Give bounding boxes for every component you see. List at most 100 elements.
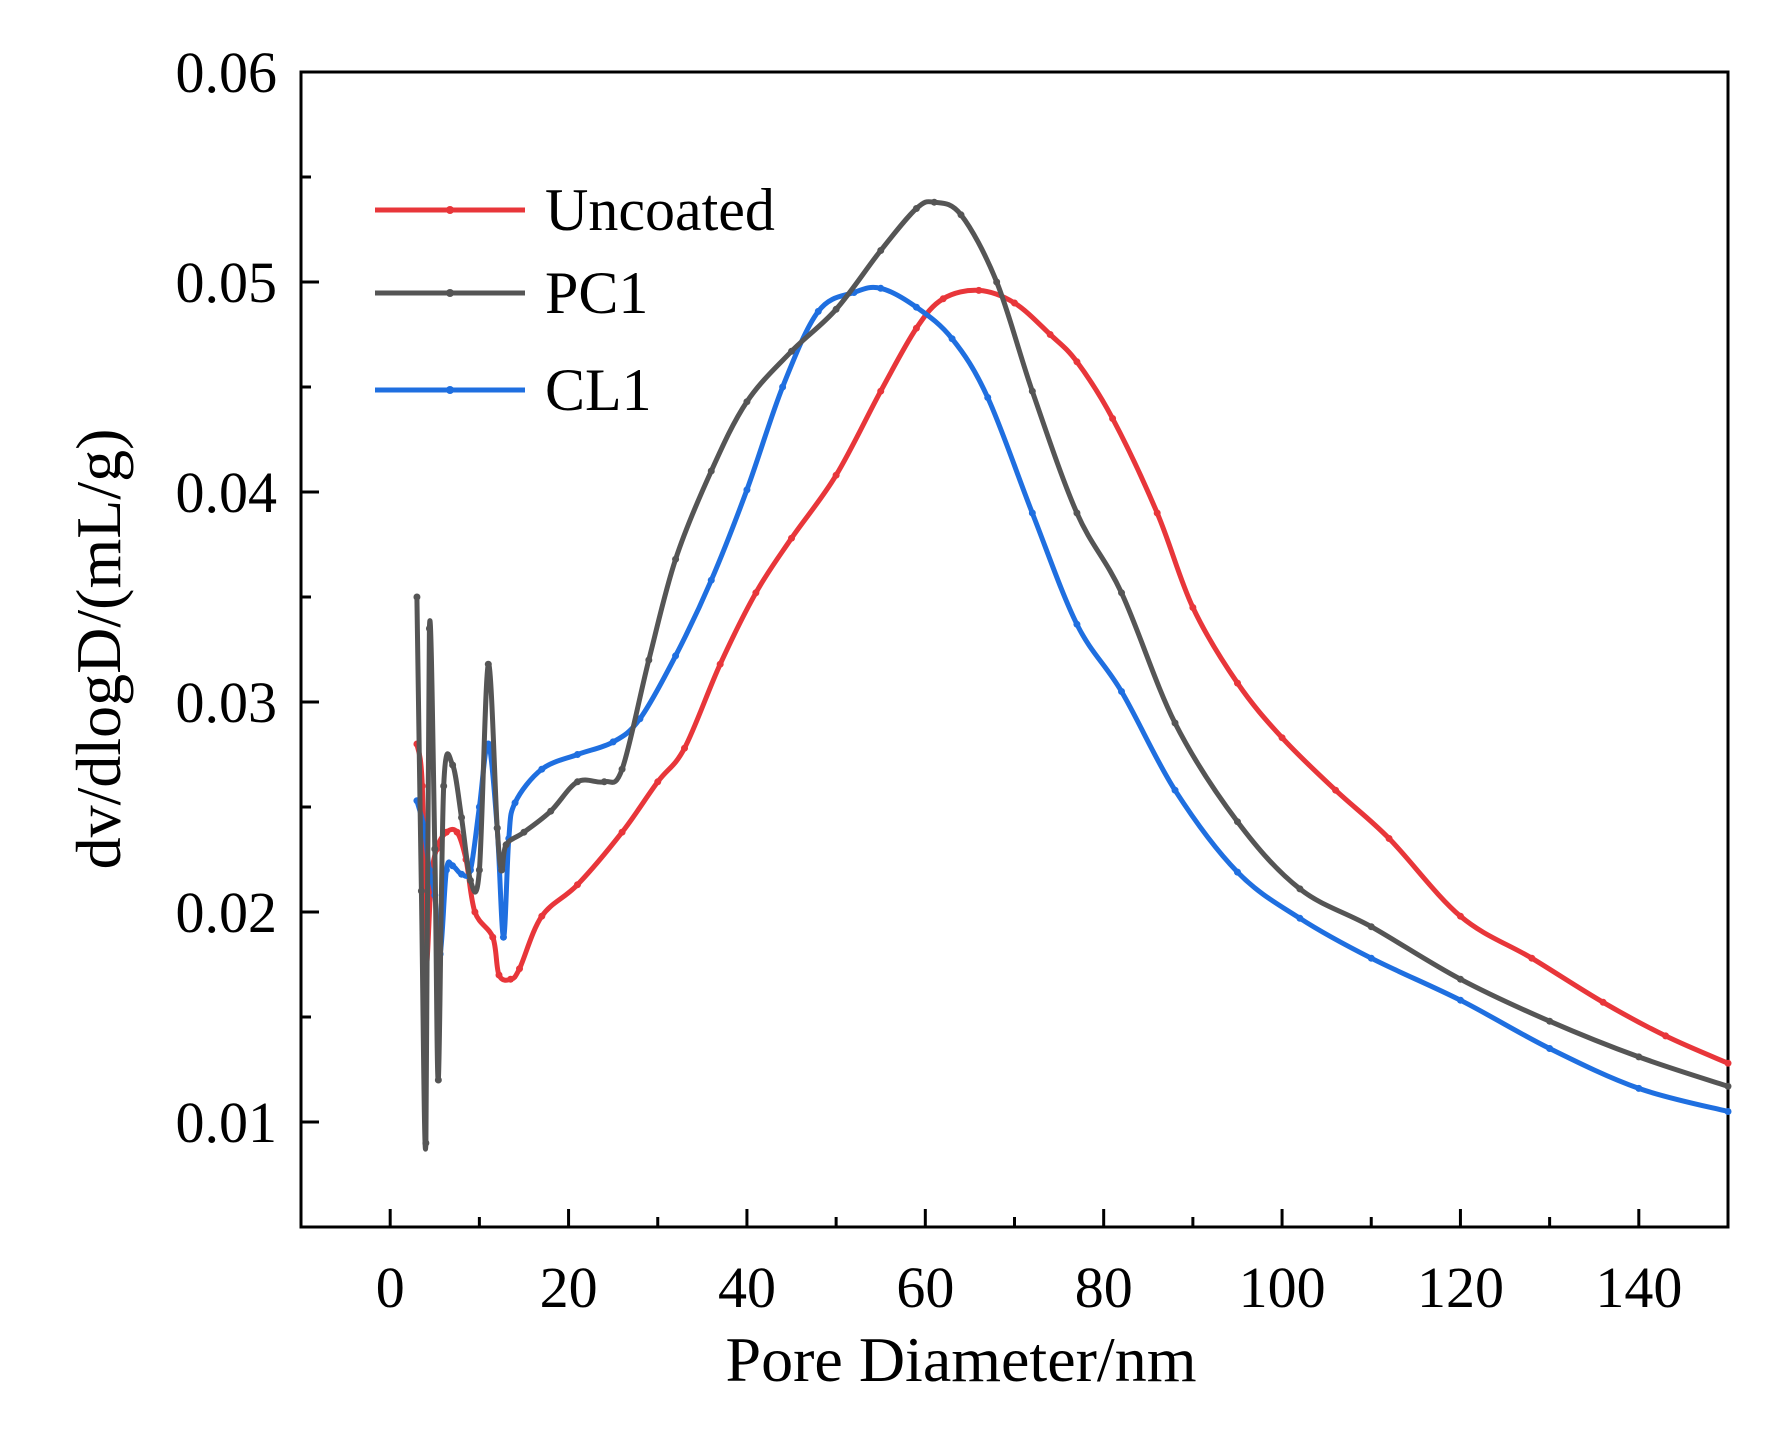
- x-tick-label: 100: [1239, 1255, 1326, 1320]
- data-point-cl1: [1233, 868, 1241, 876]
- data-point-pc1: [788, 347, 796, 355]
- data-point-pc1: [502, 841, 510, 849]
- y-axis-title: dv/dlogD/(mL/g): [63, 429, 134, 870]
- data-point-uncoated: [832, 471, 840, 479]
- data-point-uncoated: [716, 660, 724, 668]
- data-point-cl1: [707, 576, 715, 584]
- legend-item-uncoated: Uncoated: [375, 177, 775, 243]
- legend-item-pc1: PC1: [375, 260, 648, 326]
- data-point-pc1: [425, 625, 433, 632]
- data-point-pc1: [413, 593, 421, 601]
- x-tick-label: 80: [1075, 1255, 1133, 1320]
- data-point-cl1: [948, 335, 956, 343]
- data-point-uncoated: [1278, 734, 1286, 742]
- data-point-pc1: [440, 782, 448, 790]
- data-point-cl1: [1724, 1108, 1732, 1115]
- data-point-uncoated: [681, 744, 689, 752]
- data-point-cl1: [912, 303, 920, 311]
- data-point-cl1: [1456, 996, 1464, 1004]
- series-line-pc1: [414, 199, 1731, 1152]
- data-point-pc1: [1171, 719, 1179, 727]
- data-point-pc1: [422, 1139, 430, 1147]
- data-point-uncoated: [1046, 331, 1054, 338]
- data-point-pc1: [672, 555, 680, 563]
- legend-marker-cl1: [446, 386, 454, 394]
- data-point-cl1: [672, 652, 680, 660]
- data-point-pc1: [498, 866, 506, 874]
- data-point-uncoated: [1189, 604, 1197, 611]
- data-point-cl1: [984, 394, 992, 401]
- data-point-uncoated: [752, 589, 760, 597]
- data-point-cl1: [1073, 620, 1081, 628]
- data-point-pc1: [1635, 1053, 1643, 1061]
- data-point-uncoated: [453, 828, 461, 836]
- legend-marker-pc1: [446, 289, 454, 297]
- data-point-pc1: [1233, 818, 1241, 826]
- data-point-uncoated: [538, 912, 546, 920]
- data-point-cl1: [458, 870, 466, 878]
- data-point-uncoated: [1662, 1032, 1670, 1040]
- data-point-uncoated: [1153, 509, 1161, 517]
- data-point-pc1: [993, 278, 1001, 286]
- data-point-pc1: [877, 247, 885, 254]
- data-point-uncoated: [516, 965, 524, 973]
- data-point-cl1: [877, 284, 885, 292]
- x-tick-label: 140: [1595, 1255, 1682, 1320]
- data-point-pc1: [743, 398, 751, 406]
- data-point-pc1: [475, 866, 483, 874]
- y-tick-label: 0.02: [176, 880, 278, 945]
- data-point-cl1: [609, 738, 617, 746]
- data-point-uncoated: [489, 933, 497, 941]
- data-point-cl1: [779, 383, 787, 391]
- x-axis-title: Pore Diameter/nm: [726, 1324, 1197, 1395]
- legend-label-pc1: PC1: [545, 260, 648, 326]
- data-point-uncoated: [1456, 912, 1464, 920]
- data-point-pc1: [707, 467, 715, 475]
- data-point-uncoated: [912, 324, 920, 332]
- data-point-uncoated: [507, 975, 515, 983]
- data-point-cl1: [538, 765, 546, 773]
- x-tick-label: 60: [896, 1255, 954, 1320]
- data-point-pc1: [1724, 1082, 1732, 1090]
- data-point-pc1: [832, 305, 840, 313]
- data-point-uncoated: [1385, 835, 1393, 842]
- data-point-pc1: [458, 814, 466, 821]
- data-point-uncoated: [654, 778, 662, 786]
- y-tick-label: 0.03: [176, 670, 278, 735]
- data-point-pc1: [520, 828, 528, 836]
- data-point-pc1: [1118, 589, 1126, 597]
- y-tick-label: 0.06: [176, 40, 278, 105]
- legend-marker-uncoated: [446, 206, 454, 214]
- data-point-uncoated: [1109, 415, 1117, 422]
- data-point-uncoated: [1528, 954, 1536, 962]
- plot-frame: [299, 70, 1730, 1229]
- data-point-pc1: [434, 1076, 442, 1084]
- data-point-uncoated: [975, 286, 983, 294]
- data-point-cl1: [449, 862, 457, 870]
- data-point-uncoated: [573, 881, 581, 889]
- series-line-uncoated: [414, 287, 1731, 1066]
- legend-label-cl1: CL1: [545, 357, 652, 423]
- x-axis-ticks: 0 20 40 60 80 100 120 140: [299, 1209, 1682, 1320]
- data-point-pc1: [645, 656, 653, 664]
- data-point-uncoated: [471, 908, 479, 916]
- plot-area: [299, 70, 1730, 1229]
- data-point-uncoated: [939, 295, 947, 303]
- data-point-uncoated: [1073, 358, 1081, 366]
- data-point-uncoated: [1599, 998, 1607, 1006]
- data-point-cl1: [499, 933, 507, 941]
- data-point-pc1: [957, 211, 965, 219]
- x-tick-label: 40: [718, 1255, 776, 1320]
- data-point-pc1: [600, 778, 608, 786]
- data-point-pc1: [1367, 923, 1375, 931]
- data-point-pc1: [1456, 975, 1464, 983]
- data-point-cl1: [814, 307, 822, 315]
- data-point-pc1: [1028, 387, 1036, 395]
- data-point-cl1: [1296, 914, 1304, 922]
- data-point-cl1: [573, 751, 581, 758]
- data-point-uncoated: [495, 971, 503, 979]
- data-point-pc1: [618, 765, 626, 773]
- y-tick-label: 0.04: [176, 460, 278, 525]
- x-tick-label: 0: [376, 1255, 405, 1320]
